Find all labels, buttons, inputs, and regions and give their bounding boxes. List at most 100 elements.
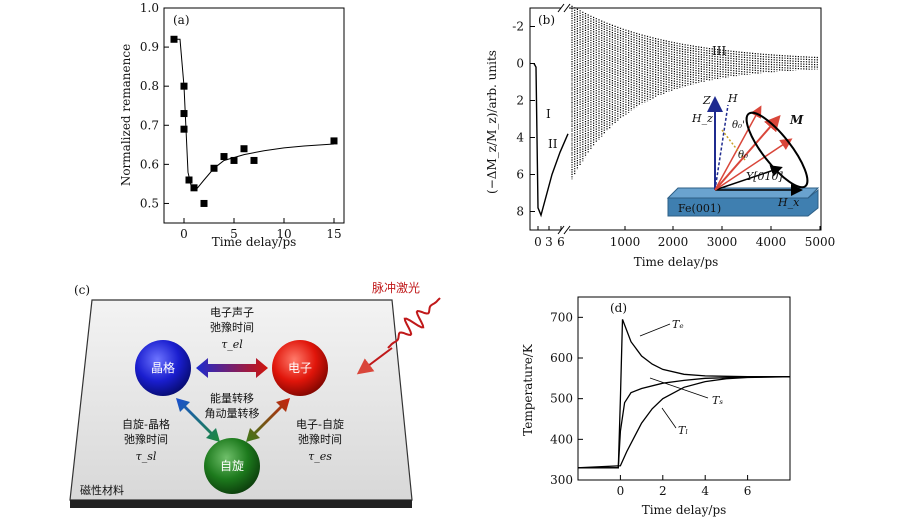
demag-curve (533, 63, 569, 218)
panel-a-fit-curve (174, 38, 335, 191)
laser-arrow (356, 347, 393, 375)
x-tick-label: 5 (230, 227, 238, 241)
Te-leader (639, 323, 671, 337)
material-label: 磁性材料 (80, 483, 124, 497)
x-tick-label: 1000 (610, 235, 641, 249)
y-tick-label: 0.8 (140, 79, 159, 93)
precession-cone (745, 111, 809, 189)
panel-a-ticks: 0 5 10 15 0.5 0.6 0.7 0.8 0.9 1.0 (140, 1, 342, 241)
bottom-break-mark (563, 225, 571, 235)
tau-es: τ_es (308, 450, 332, 463)
series-line-1 (578, 376, 791, 469)
x-tick-label: 3 (545, 235, 553, 249)
Tl-leader (661, 407, 677, 429)
y-tick-label: 0.5 (140, 196, 159, 210)
data-point (330, 137, 338, 145)
panel-d-ticks: 0 2 4 6 300 400 500 600 700 (550, 310, 751, 498)
y-tick-label: 300 (550, 473, 573, 487)
y-tick-label: 4 (516, 131, 524, 145)
data-point (185, 176, 193, 184)
m-vector (714, 114, 781, 191)
el-line1: 电子声子 (210, 305, 254, 319)
y-axis-arrow (714, 165, 783, 191)
top-break-mark (557, 3, 565, 13)
panel-a-frame (163, 7, 345, 224)
series-line-0 (578, 319, 790, 469)
x-tick-label: 4000 (756, 235, 787, 249)
hx-label: H_x (777, 196, 800, 209)
theta0p-label: θ₀' (732, 120, 745, 131)
panel-d: (d) 0 2 4 6 300 400 500 600 700 Tₑ Tₛ Tₗ Time de… (521, 296, 791, 517)
x-tick-label: 3000 (707, 235, 738, 249)
region-III-label: III (712, 44, 726, 58)
data-point (190, 184, 198, 192)
theta0-label: θ₀ (738, 150, 748, 161)
panel-a-xlabel: Time delay/ps (212, 235, 297, 249)
lattice-label: 晶格 (151, 360, 175, 375)
angular-momentum-transfer: 角动量转移 (205, 406, 260, 420)
y-tick-label: 1.0 (140, 1, 159, 15)
sl-line2: 弛豫时间 (124, 432, 168, 446)
spin-label: 自旋 (220, 459, 244, 473)
sl-line1: 自旋-晶格 (122, 417, 170, 431)
bottom-break-gap (561, 224, 569, 236)
data-point (180, 125, 188, 133)
y-tick-label: 0.6 (140, 157, 159, 171)
panel-b-signal (533, 5, 818, 218)
hz-label: H_z (691, 112, 713, 125)
panel-b-label: (b) (538, 13, 555, 27)
panel-a-label: (a) (173, 13, 190, 27)
fe-label: Fe(001) (678, 202, 721, 215)
m-vector-3 (714, 138, 793, 191)
Tl-label: Tₗ (678, 424, 688, 437)
panel-a-points (170, 35, 338, 207)
panel-c: (c) 脉冲激光 晶格 电子 自旋 电子声子 弛豫时间 τ_el 能量转移 角动… (69, 280, 441, 508)
panel-a: (a) 0 5 10 15 0.5 0.6 0.7 0.8 0.9 1.0 Time delay/… (119, 1, 345, 249)
data-point (230, 156, 238, 164)
panel-d-ylabel: Temperature/K (521, 343, 535, 436)
Ts-label: Tₛ (712, 394, 723, 407)
data-point (210, 164, 218, 172)
y-tick-label: 400 (550, 432, 573, 446)
y-tick-label: 600 (550, 351, 573, 365)
panel-b-frame (529, 7, 822, 231)
x-tick-label: 5000 (805, 235, 836, 249)
y-label: Y[010] (746, 170, 784, 183)
panel-d-label: (d) (610, 301, 627, 315)
y-tick-label: 6 (516, 168, 524, 182)
top-break-mark (563, 3, 571, 13)
x-tick-label: 15 (326, 227, 341, 241)
y-tick-label: 2 (516, 94, 524, 108)
laser-pulse-wave (387, 297, 441, 349)
data-point (240, 145, 248, 153)
data-point (250, 156, 258, 164)
x-tick-label: 6 (557, 235, 565, 249)
data-point (220, 153, 228, 161)
panel-b-ylabel: (−ΔM_z/M_z)/arb. units (485, 50, 499, 194)
h-field-line (714, 104, 729, 191)
panel-c-label: (c) (74, 283, 90, 297)
y-tick-label: 0 (516, 57, 524, 71)
series-line-2 (577, 376, 791, 469)
es-line1: 电子-自旋 (296, 417, 344, 431)
x-tick-label: 4 (701, 484, 709, 498)
spin-lattice-arrow (176, 398, 220, 442)
Ts-leader (649, 377, 709, 399)
y-tick-label: 700 (550, 310, 573, 324)
region-II-label: II (548, 137, 558, 151)
y-tick-label: 500 (550, 392, 573, 406)
top-break-gap (561, 2, 569, 14)
region-I-label: I (546, 107, 551, 121)
x-tick-label: 2000 (658, 235, 689, 249)
precession-inset: Fe(001) Z H H_z θ₀' θ₀ M Y[010] H_x (666, 92, 820, 217)
data-point (200, 199, 208, 207)
panel-a-ylabel: Normalized remanence (119, 44, 133, 186)
tau-el: τ_el (221, 338, 243, 351)
y-tick-label: 0.7 (140, 118, 159, 132)
spin-node (204, 438, 260, 494)
Te-label: Tₑ (672, 318, 684, 331)
laser-label: 脉冲激光 (372, 280, 420, 295)
x-tick-label: 2 (659, 484, 667, 498)
